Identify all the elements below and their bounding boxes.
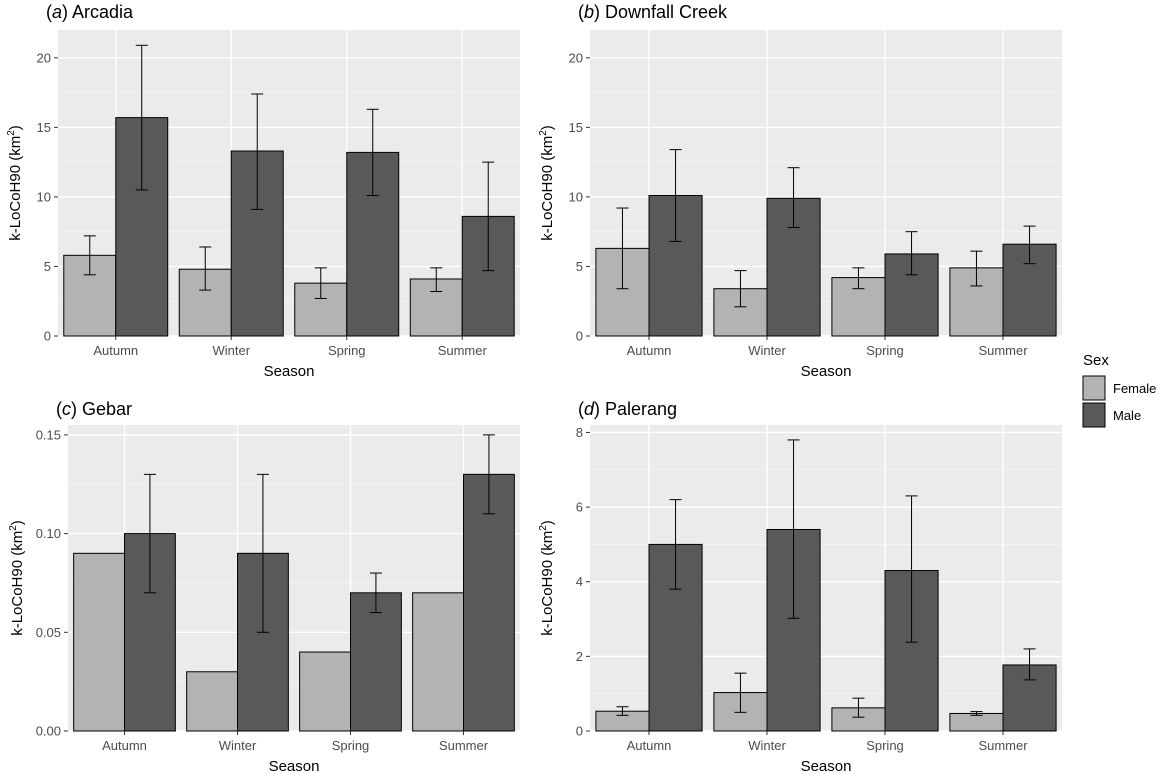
errorbar-male-spring xyxy=(905,231,918,276)
errorbar-male-spring xyxy=(369,572,382,614)
legend-title: Sex xyxy=(1083,352,1109,369)
legend-label: Female xyxy=(1113,381,1156,396)
y-tick-label: 0.00 xyxy=(36,724,61,739)
y-tick-label: 0.05 xyxy=(36,625,61,640)
errorbar-female-winter xyxy=(199,246,212,291)
legend-swatch xyxy=(1082,375,1106,401)
x-tick-label: Spring xyxy=(332,738,370,753)
errorbar-male-winter xyxy=(787,439,800,619)
y-axis-title: k-LoCoH90 (km2) xyxy=(538,520,556,636)
y-axis-title: k-LoCoH90 (km2) xyxy=(538,125,556,241)
legend-swatch xyxy=(1082,402,1106,428)
errorbar-male-spring xyxy=(905,495,918,643)
panel-title: (b) Downfall Creek xyxy=(578,2,728,22)
errorbar-female-autumn xyxy=(616,207,629,290)
errorbar-female-summer xyxy=(970,711,983,716)
x-tick-label: Autumn xyxy=(627,738,672,753)
bar-female-spring xyxy=(299,651,351,732)
x-tick-label: Summer xyxy=(439,738,489,753)
y-tick-label: 0 xyxy=(576,329,583,344)
y-tick-label: 15 xyxy=(37,120,51,135)
y-tick-label: 4 xyxy=(576,574,583,589)
bar-female-spring xyxy=(294,282,348,337)
panel-a: 0 5 10 15 20 Autumn Winter Spring Summer Season k-… xyxy=(6,2,520,380)
y-tick-label: 0.10 xyxy=(36,526,61,541)
bar-male-summer xyxy=(463,473,515,732)
bar-female-summer xyxy=(412,592,464,732)
x-axis-title: Season xyxy=(264,363,315,380)
legend-entry-male: Male xyxy=(1082,402,1141,428)
y-tick-label: 20 xyxy=(37,50,51,65)
errorbar-female-spring xyxy=(314,267,327,299)
panel-b: 0 5 10 15 20 Autumn Winter Spring Summer Season k-… xyxy=(538,2,1062,380)
legend-entry-female: Female xyxy=(1082,375,1156,401)
x-tick-label: Autumn xyxy=(102,738,147,753)
errorbar-male-summer xyxy=(1023,225,1036,265)
panel-d: 0 2 4 6 8 Autumn Winter Spring Summer Season k-LoC… xyxy=(538,399,1062,774)
y-tick-label: 10 xyxy=(37,189,51,204)
y-tick-label: 2 xyxy=(576,649,583,664)
y-tick-label: 15 xyxy=(569,120,583,135)
errorbar-male-spring xyxy=(366,108,379,197)
x-axis-title: Season xyxy=(269,758,320,774)
y-tick-label: 5 xyxy=(576,259,583,274)
x-tick-label: Autumn xyxy=(627,343,672,358)
errorbar-female-winter xyxy=(734,270,747,308)
y-axis-title: k-LoCoH90 (km2) xyxy=(6,125,24,241)
bar-female-summer xyxy=(949,712,1004,732)
errorbar-male-autumn xyxy=(143,473,156,594)
errorbar-female-winter xyxy=(734,672,747,713)
errorbar-male-winter xyxy=(256,473,269,633)
x-tick-label: Spring xyxy=(328,343,366,358)
y-tick-label: 0 xyxy=(576,724,583,739)
errorbar-female-autumn xyxy=(616,706,629,716)
panel-title: (d) Palerang xyxy=(578,399,677,419)
legend: Sex Female Male xyxy=(1082,352,1156,428)
bar-male-spring xyxy=(350,592,402,732)
y-tick-label: 8 xyxy=(576,425,583,440)
errorbar-male-autumn xyxy=(669,149,682,242)
x-tick-label: Spring xyxy=(866,343,904,358)
errorbar-male-summer xyxy=(482,161,495,272)
y-tick-label: 5 xyxy=(44,259,51,274)
errorbar-female-autumn xyxy=(83,235,96,276)
x-tick-label: Winter xyxy=(748,738,786,753)
x-tick-label: Winter xyxy=(748,343,786,358)
errorbar-female-summer xyxy=(970,250,983,287)
errorbar-male-summer xyxy=(482,434,495,515)
errorbar-female-summer xyxy=(430,267,443,292)
y-tick-label: 10 xyxy=(569,189,583,204)
bar-female-winter xyxy=(186,671,238,732)
panel-title: (a) Arcadia xyxy=(46,2,134,22)
y-tick-label: 6 xyxy=(576,500,583,515)
panel-c: 0.00 0.05 0.10 0.15 Autumn Winter Spring Summer… xyxy=(8,399,520,774)
x-tick-label: Spring xyxy=(866,738,904,753)
panel-title: (c) Gebar xyxy=(56,399,132,419)
errorbar-female-spring xyxy=(852,697,865,718)
x-tick-label: Summer xyxy=(438,343,488,358)
errorbar-male-winter xyxy=(787,167,800,229)
y-tick-label: 0 xyxy=(44,329,51,344)
x-tick-label: Autumn xyxy=(93,343,138,358)
legend-label: Male xyxy=(1113,408,1141,423)
errorbar-male-winter xyxy=(251,93,264,210)
x-tick-label: Winter xyxy=(219,738,257,753)
y-tick-label: 20 xyxy=(569,50,583,65)
errorbar-male-summer xyxy=(1023,648,1036,681)
y-tick-label: 0.15 xyxy=(36,427,61,442)
x-tick-label: Winter xyxy=(212,343,250,358)
x-tick-label: Summer xyxy=(978,738,1028,753)
x-tick-label: Summer xyxy=(978,343,1028,358)
errorbar-female-spring xyxy=(852,267,865,290)
errorbar-male-autumn xyxy=(135,44,148,191)
x-axis-title: Season xyxy=(801,363,852,380)
bar-female-autumn xyxy=(73,552,125,732)
y-axis-title: k-LoCoH90 (km2) xyxy=(8,520,26,636)
errorbar-male-autumn xyxy=(669,499,682,590)
x-axis-title: Season xyxy=(801,758,852,774)
bar-female-autumn xyxy=(63,254,117,337)
